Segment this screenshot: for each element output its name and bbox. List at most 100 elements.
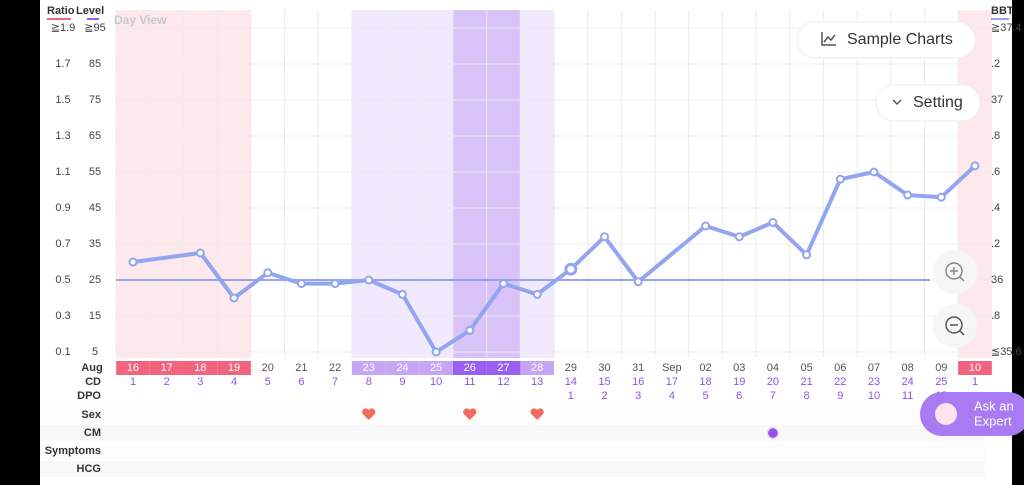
row-label: DPO bbox=[77, 390, 101, 402]
band bbox=[116, 10, 150, 358]
date-label: 20 bbox=[262, 362, 274, 374]
row-label: Sex bbox=[81, 409, 101, 421]
y2-tick-label: .6 bbox=[991, 166, 1000, 178]
band bbox=[351, 10, 386, 358]
row-bg bbox=[40, 407, 985, 423]
row-value: 19 bbox=[733, 376, 745, 388]
data-point bbox=[734, 232, 744, 242]
date-label: 04 bbox=[767, 362, 779, 374]
band bbox=[183, 10, 218, 358]
y-tick-label: 65 bbox=[89, 130, 101, 142]
sample-charts-button[interactable]: Sample Charts bbox=[796, 21, 976, 59]
date-pill bbox=[958, 361, 992, 375]
date-pill bbox=[385, 361, 420, 375]
band bbox=[486, 10, 521, 358]
data-point bbox=[802, 250, 812, 260]
row-value: 6 bbox=[298, 376, 304, 388]
icon bbox=[823, 34, 836, 43]
ratio-tick-label: 0.3 bbox=[55, 310, 70, 322]
data-point bbox=[195, 248, 205, 258]
row-value: 16 bbox=[632, 376, 644, 388]
row-value: 18 bbox=[699, 376, 711, 388]
row-value: 6 bbox=[736, 390, 742, 402]
date-label: 26 bbox=[464, 362, 476, 374]
ratio-tick-label: 1.3 bbox=[55, 130, 70, 142]
y2-tick-label: ≧37.4 bbox=[991, 22, 1022, 34]
row-value: 5 bbox=[265, 376, 271, 388]
icon bbox=[945, 316, 963, 334]
data-point bbox=[701, 221, 711, 231]
data-point bbox=[263, 268, 273, 278]
level-underline bbox=[87, 18, 99, 20]
ratio-tick-label: ≧1.9 bbox=[51, 22, 76, 34]
data-point bbox=[532, 289, 542, 299]
y2-tick-label: .8 bbox=[991, 310, 1000, 322]
data-point bbox=[564, 262, 578, 276]
bbt-title: BBT bbox=[991, 5, 1014, 17]
row-value: 4 bbox=[231, 376, 237, 388]
y2-tick-label: .2 bbox=[991, 238, 1000, 250]
y2-tick-label: .4 bbox=[991, 202, 1000, 214]
y-tick-label: 5 bbox=[92, 346, 98, 358]
data-point bbox=[835, 174, 845, 184]
row-value: 4 bbox=[669, 390, 675, 402]
bbt-line bbox=[132, 164, 977, 354]
heart-icon bbox=[463, 408, 477, 420]
data-point bbox=[869, 167, 879, 177]
button-bg bbox=[796, 21, 976, 59]
band bbox=[958, 10, 992, 358]
setting-button[interactable]: Setting bbox=[875, 84, 981, 122]
date-label: 30 bbox=[598, 362, 610, 374]
date-label: 09 bbox=[935, 362, 947, 374]
row-value: 13 bbox=[531, 376, 543, 388]
view-label: Day View bbox=[114, 13, 167, 27]
y-tick-label: 35 bbox=[89, 238, 101, 250]
row-value: 2 bbox=[164, 376, 170, 388]
data-point bbox=[498, 279, 508, 289]
date-label: 22 bbox=[329, 362, 341, 374]
data-point bbox=[397, 289, 407, 299]
icon bbox=[935, 403, 957, 425]
date-label: Sep bbox=[662, 362, 682, 374]
data-point bbox=[128, 257, 138, 267]
y2-tick-label: 36 bbox=[991, 274, 1003, 286]
ratio-tick-label: 0.7 bbox=[55, 238, 70, 250]
button-label: Setting bbox=[913, 94, 963, 111]
date-label: 21 bbox=[295, 362, 307, 374]
ratio-title: Ratio bbox=[47, 5, 75, 17]
band bbox=[149, 10, 184, 358]
zoom-in[interactable] bbox=[933, 250, 977, 294]
ratio-tick-label: 1.5 bbox=[55, 94, 70, 106]
month-label: Aug bbox=[81, 362, 102, 374]
zoom-out[interactable] bbox=[933, 304, 977, 348]
date-pill bbox=[520, 361, 554, 375]
date-pill bbox=[149, 361, 184, 375]
icon bbox=[892, 99, 902, 106]
data-point bbox=[330, 279, 340, 289]
y-tick-label: ≧95 bbox=[84, 22, 105, 34]
icon bbox=[950, 267, 965, 282]
row-value: 17 bbox=[666, 376, 678, 388]
zoom-bg bbox=[933, 250, 977, 294]
band bbox=[419, 10, 453, 358]
y-tick-label: 85 bbox=[89, 58, 101, 70]
date-label: 07 bbox=[868, 362, 880, 374]
level-title: Level bbox=[76, 5, 104, 17]
data-point bbox=[936, 192, 946, 202]
date-label: 02 bbox=[699, 362, 711, 374]
date-label: 25 bbox=[430, 362, 442, 374]
bbt-underline bbox=[991, 18, 1009, 20]
row-value: 7 bbox=[770, 390, 776, 402]
row-value: 1 bbox=[972, 376, 978, 388]
row-value: 14 bbox=[565, 376, 577, 388]
y-tick-label: 45 bbox=[89, 202, 101, 214]
ratio-tick-label: 1.1 bbox=[55, 166, 70, 178]
date-label: 19 bbox=[228, 362, 240, 374]
ask-expert-button[interactable]: Ask an Expert bbox=[920, 392, 1024, 436]
date-label: 31 bbox=[632, 362, 644, 374]
date-label: 27 bbox=[497, 362, 509, 374]
row-value: 25 bbox=[935, 376, 947, 388]
row-label: CD bbox=[85, 376, 101, 388]
date-label: 03 bbox=[733, 362, 745, 374]
row-value: 22 bbox=[834, 376, 846, 388]
